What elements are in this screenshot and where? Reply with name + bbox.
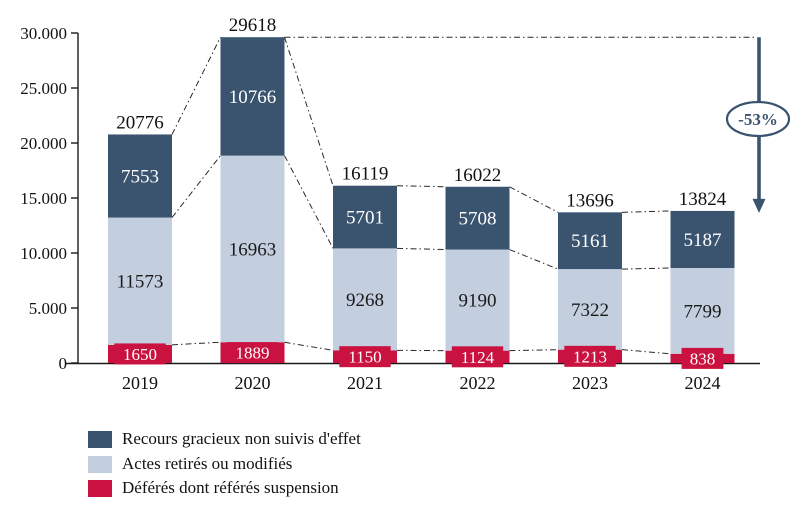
segment-value-label: 1889 [236,344,270,363]
bar-segment [670,267,735,354]
segment-value-label: 5187 [684,230,722,251]
segment-value-label: 7553 [121,167,159,188]
bar-segment [445,249,510,351]
legend-label: Déférés dont référés suspension [122,478,339,498]
segment-value-label: 16963 [229,239,277,260]
bar-segment [108,134,172,218]
legend: Recours gracieux non suivis d'effet Acte… [88,429,361,504]
segment-label-box [564,345,616,367]
legend-item: Actes retirés ou modifiés [88,453,361,474]
total-value-label: 29618 [229,15,277,36]
category-label: 2022 [460,373,496,393]
segment-value-label: 9190 [459,291,497,312]
segment-label-box [114,343,166,365]
segment-label-box [226,342,279,364]
bar-segment [333,185,397,249]
category-label: 2020 [235,373,271,393]
legend-label: Recours gracieux non suivis d'effet [122,429,361,448]
connector-line [621,349,671,355]
connector-line [284,37,334,186]
legend-swatch [88,455,112,473]
connector-line [509,186,559,213]
connector-line [509,349,559,352]
bar-segment [333,248,397,351]
axis-tick-label: 30.000 [20,24,67,43]
legend-label: Actes retirés ou modifiés [122,453,293,473]
axis-tick-label: 25.000 [20,79,67,98]
connector-line [396,185,446,188]
connector-line [509,249,559,270]
legend-item: Recours gracieux non suivis d'effet [88,429,361,449]
legend-item: Déférés dont référés suspension [88,479,361,498]
segment-value-label: 1213 [573,347,607,366]
decrease-arrow-head [752,198,766,213]
bar-segment [108,217,172,345]
connector-line [621,210,671,213]
bar-segment [558,212,622,270]
segment-label-box [451,346,504,368]
connector-line [621,267,671,270]
bar-segment [558,269,622,350]
legend-swatch [88,430,112,448]
connector-line [171,36,221,135]
connector-line [171,155,221,218]
segment-value-label: 1150 [348,348,381,367]
segment-label-box [681,347,724,369]
segment-value-label: 10766 [229,87,277,108]
segment-value-label: 838 [690,349,716,368]
total-value-label: 13696 [566,190,614,211]
annotation-label: -53% [738,110,778,129]
connector-line [284,341,334,351]
axis-tick-label: 20.000 [20,134,67,153]
total-value-label: 16022 [454,165,502,186]
total-value-label: 16119 [342,164,389,185]
segment-value-label: 5701 [346,208,384,229]
segment-value-label: 1650 [123,345,157,364]
category-label: 2019 [122,373,158,393]
segment-value-label: 7799 [684,301,722,322]
segment-value-label: 5161 [571,231,609,252]
segment-value-label: 5708 [459,209,497,230]
connector-line [171,341,221,346]
category-label: 2021 [347,373,383,393]
category-label: 2024 [685,373,721,393]
axis-tick-label: 0 [59,354,68,373]
bar-segment [445,186,510,250]
segment-label-box [339,346,391,368]
legend-swatch [88,480,112,498]
connector-line [284,155,334,249]
bar-segment [220,155,285,343]
segment-value-label: 7322 [571,300,609,321]
axis-tick-label: 15.000 [20,189,67,208]
bar-segment [670,210,735,268]
segment-value-label: 1124 [461,348,495,367]
annotation-ellipse [725,100,791,138]
total-value-label: 13824 [679,189,727,210]
total-value-label: 20776 [116,112,164,133]
stacked-bar-chart: 0 5.000 10.000 15.000 20.000 25.000 30.000 1157… [20,15,791,393]
segment-value-label: 11573 [117,272,164,293]
axis-tick-label: 10.000 [20,244,67,263]
category-label: 2023 [572,373,608,393]
segment-value-label: 9268 [346,290,384,311]
connector-line [396,247,446,251]
axis-tick-label: 5.000 [29,299,67,318]
bar-segment [220,37,285,156]
